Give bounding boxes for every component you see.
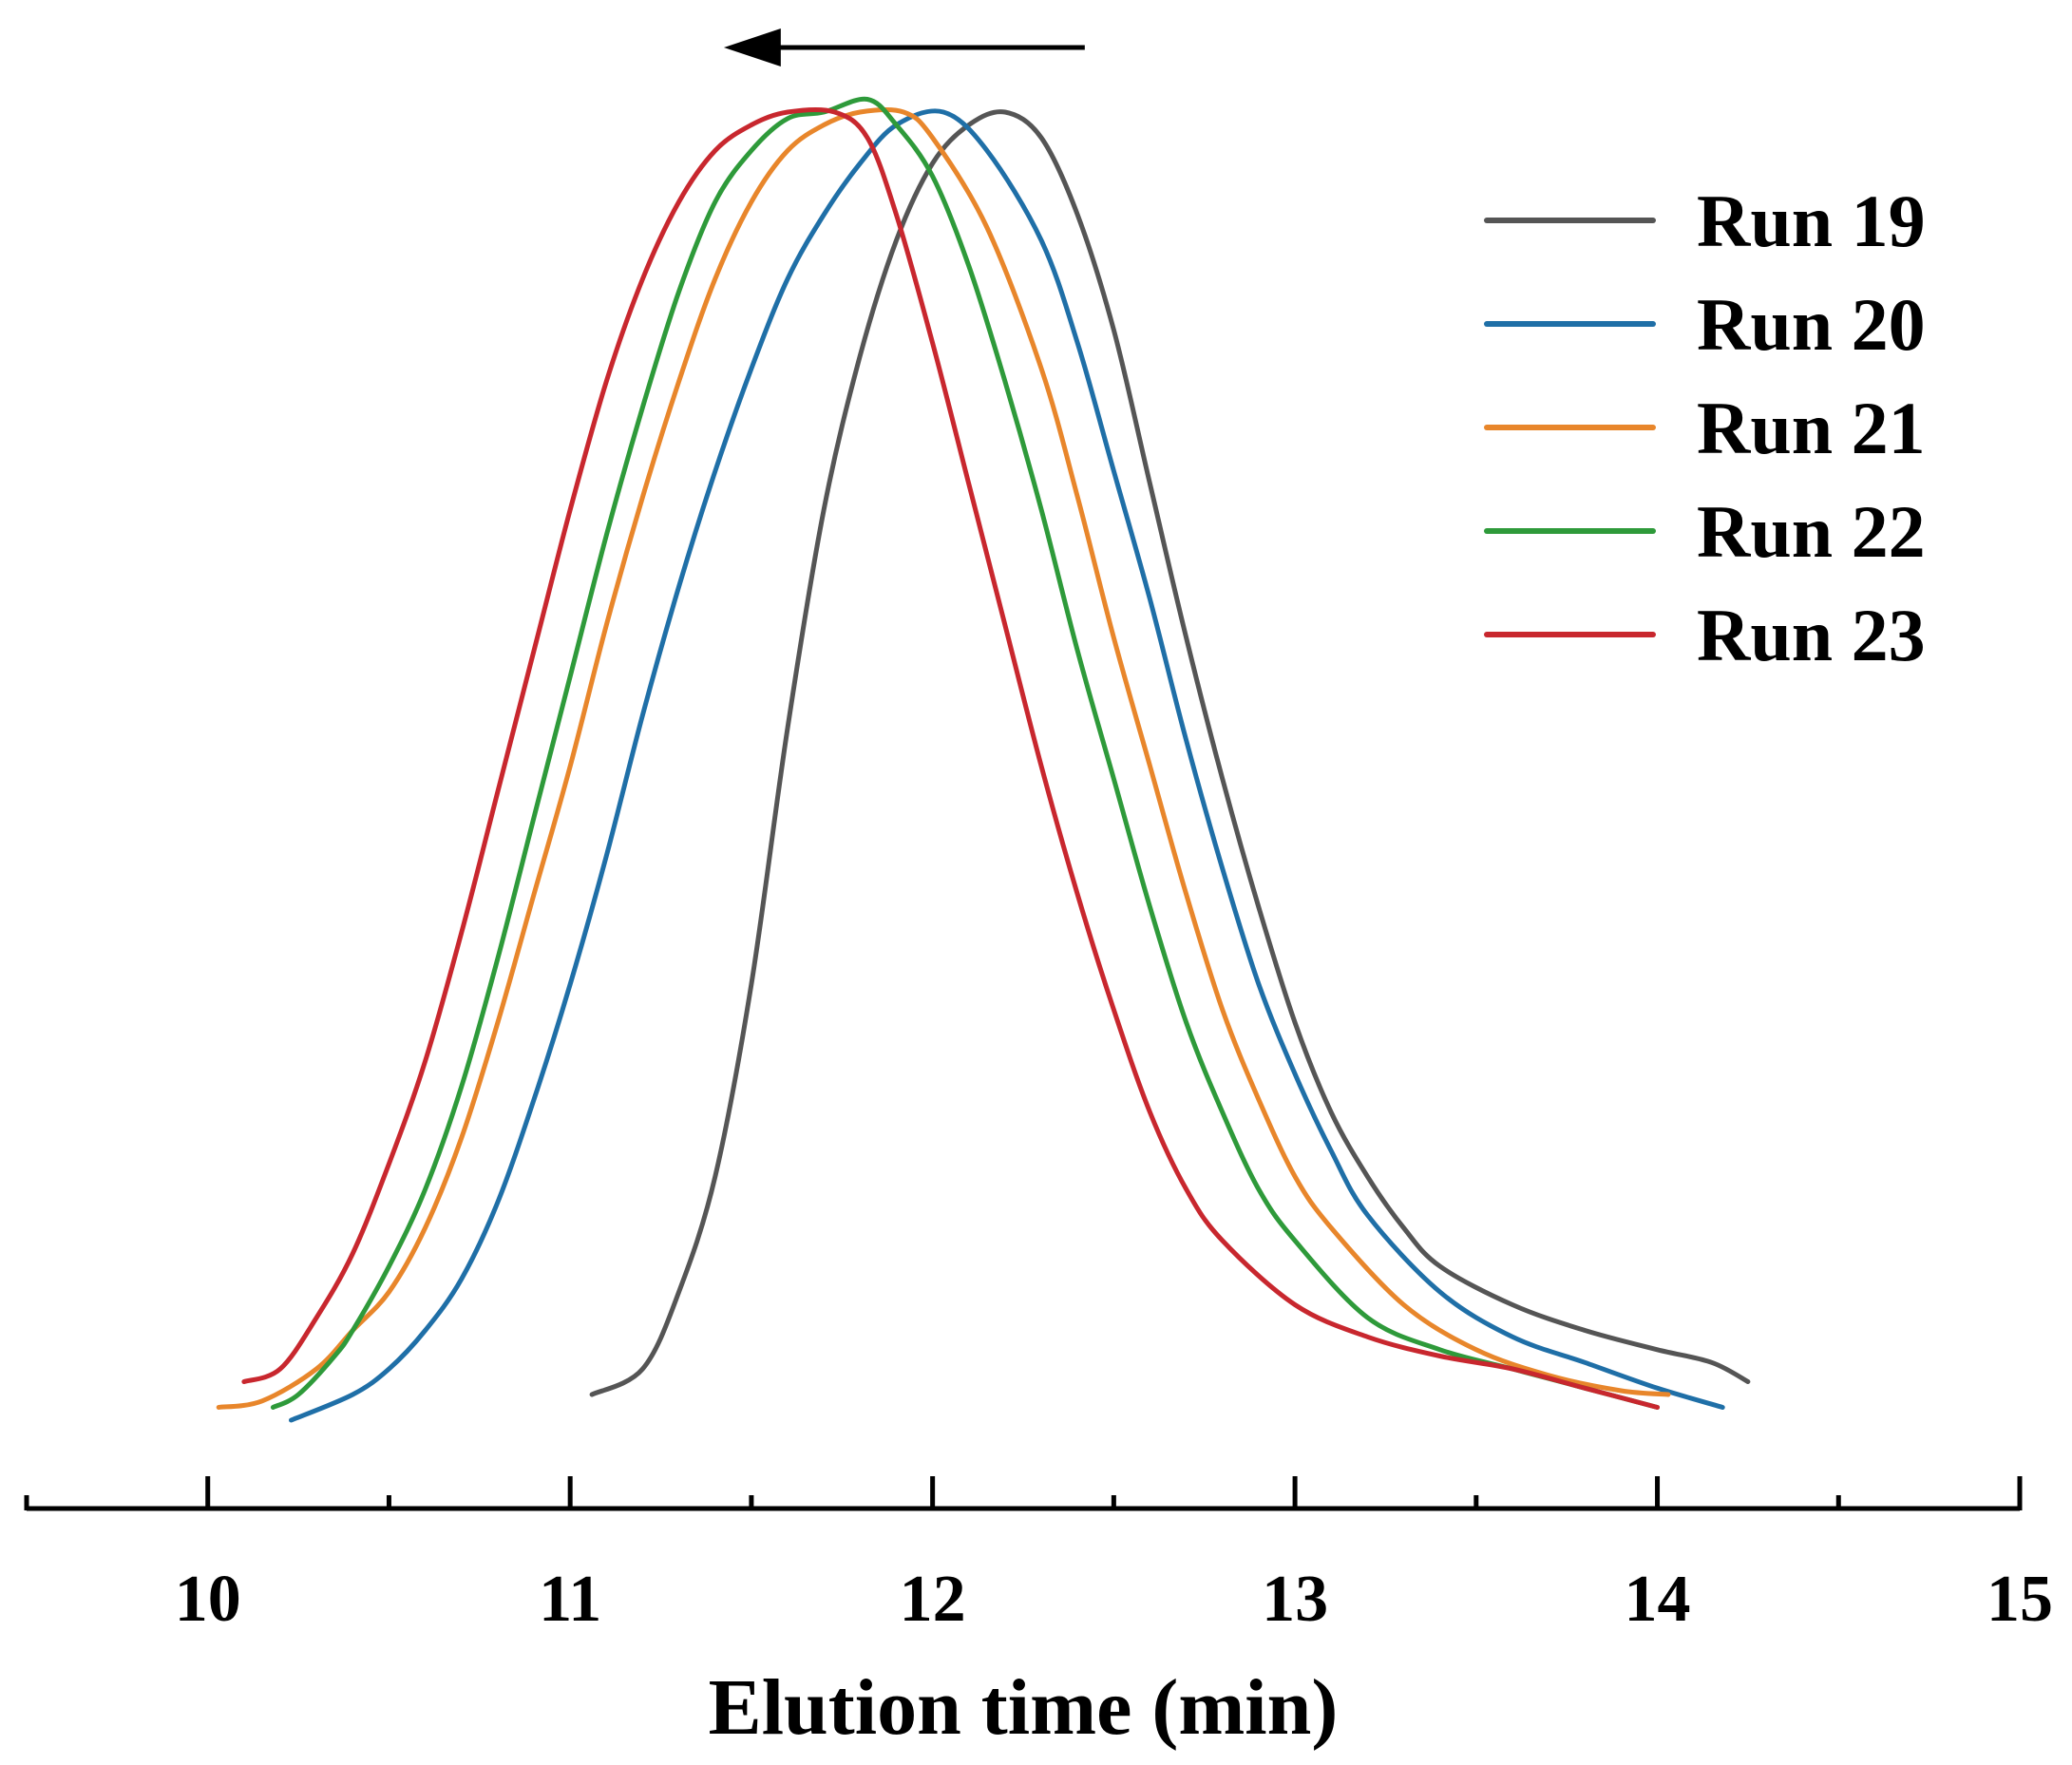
legend-label: Run 23 xyxy=(1697,594,1926,676)
x-tick-label: 13 xyxy=(1262,1563,1328,1636)
series-line-run-22 xyxy=(270,96,1660,1410)
series-line-run-19 xyxy=(589,109,1751,1397)
series-line-run-23 xyxy=(241,106,1660,1410)
legend-label: Run 20 xyxy=(1697,283,1926,366)
x-tick-label: 11 xyxy=(539,1563,601,1636)
arrow-head-icon xyxy=(723,28,781,66)
series-line-run-21 xyxy=(216,106,1671,1410)
legend-label: Run 19 xyxy=(1697,180,1926,262)
series-group xyxy=(216,96,1751,1423)
x-axis-title: Elution time (min) xyxy=(709,1663,1339,1752)
legend: Run 19 Run 20 Run 21 Run 22 Run 23 xyxy=(1484,180,1926,676)
x-axis: 10 11 12 13 14 15 xyxy=(24,1476,2053,1636)
x-tick-label: 12 xyxy=(900,1563,966,1636)
legend-label: Run 22 xyxy=(1697,490,1926,573)
legend-label: Run 21 xyxy=(1697,387,1926,469)
series-line-run-20 xyxy=(289,108,1725,1423)
arrow-annotation xyxy=(723,28,1085,66)
x-tick-label: 15 xyxy=(1986,1563,2053,1636)
x-tick-label: 14 xyxy=(1625,1563,1691,1636)
x-tick-label: 10 xyxy=(175,1563,241,1636)
